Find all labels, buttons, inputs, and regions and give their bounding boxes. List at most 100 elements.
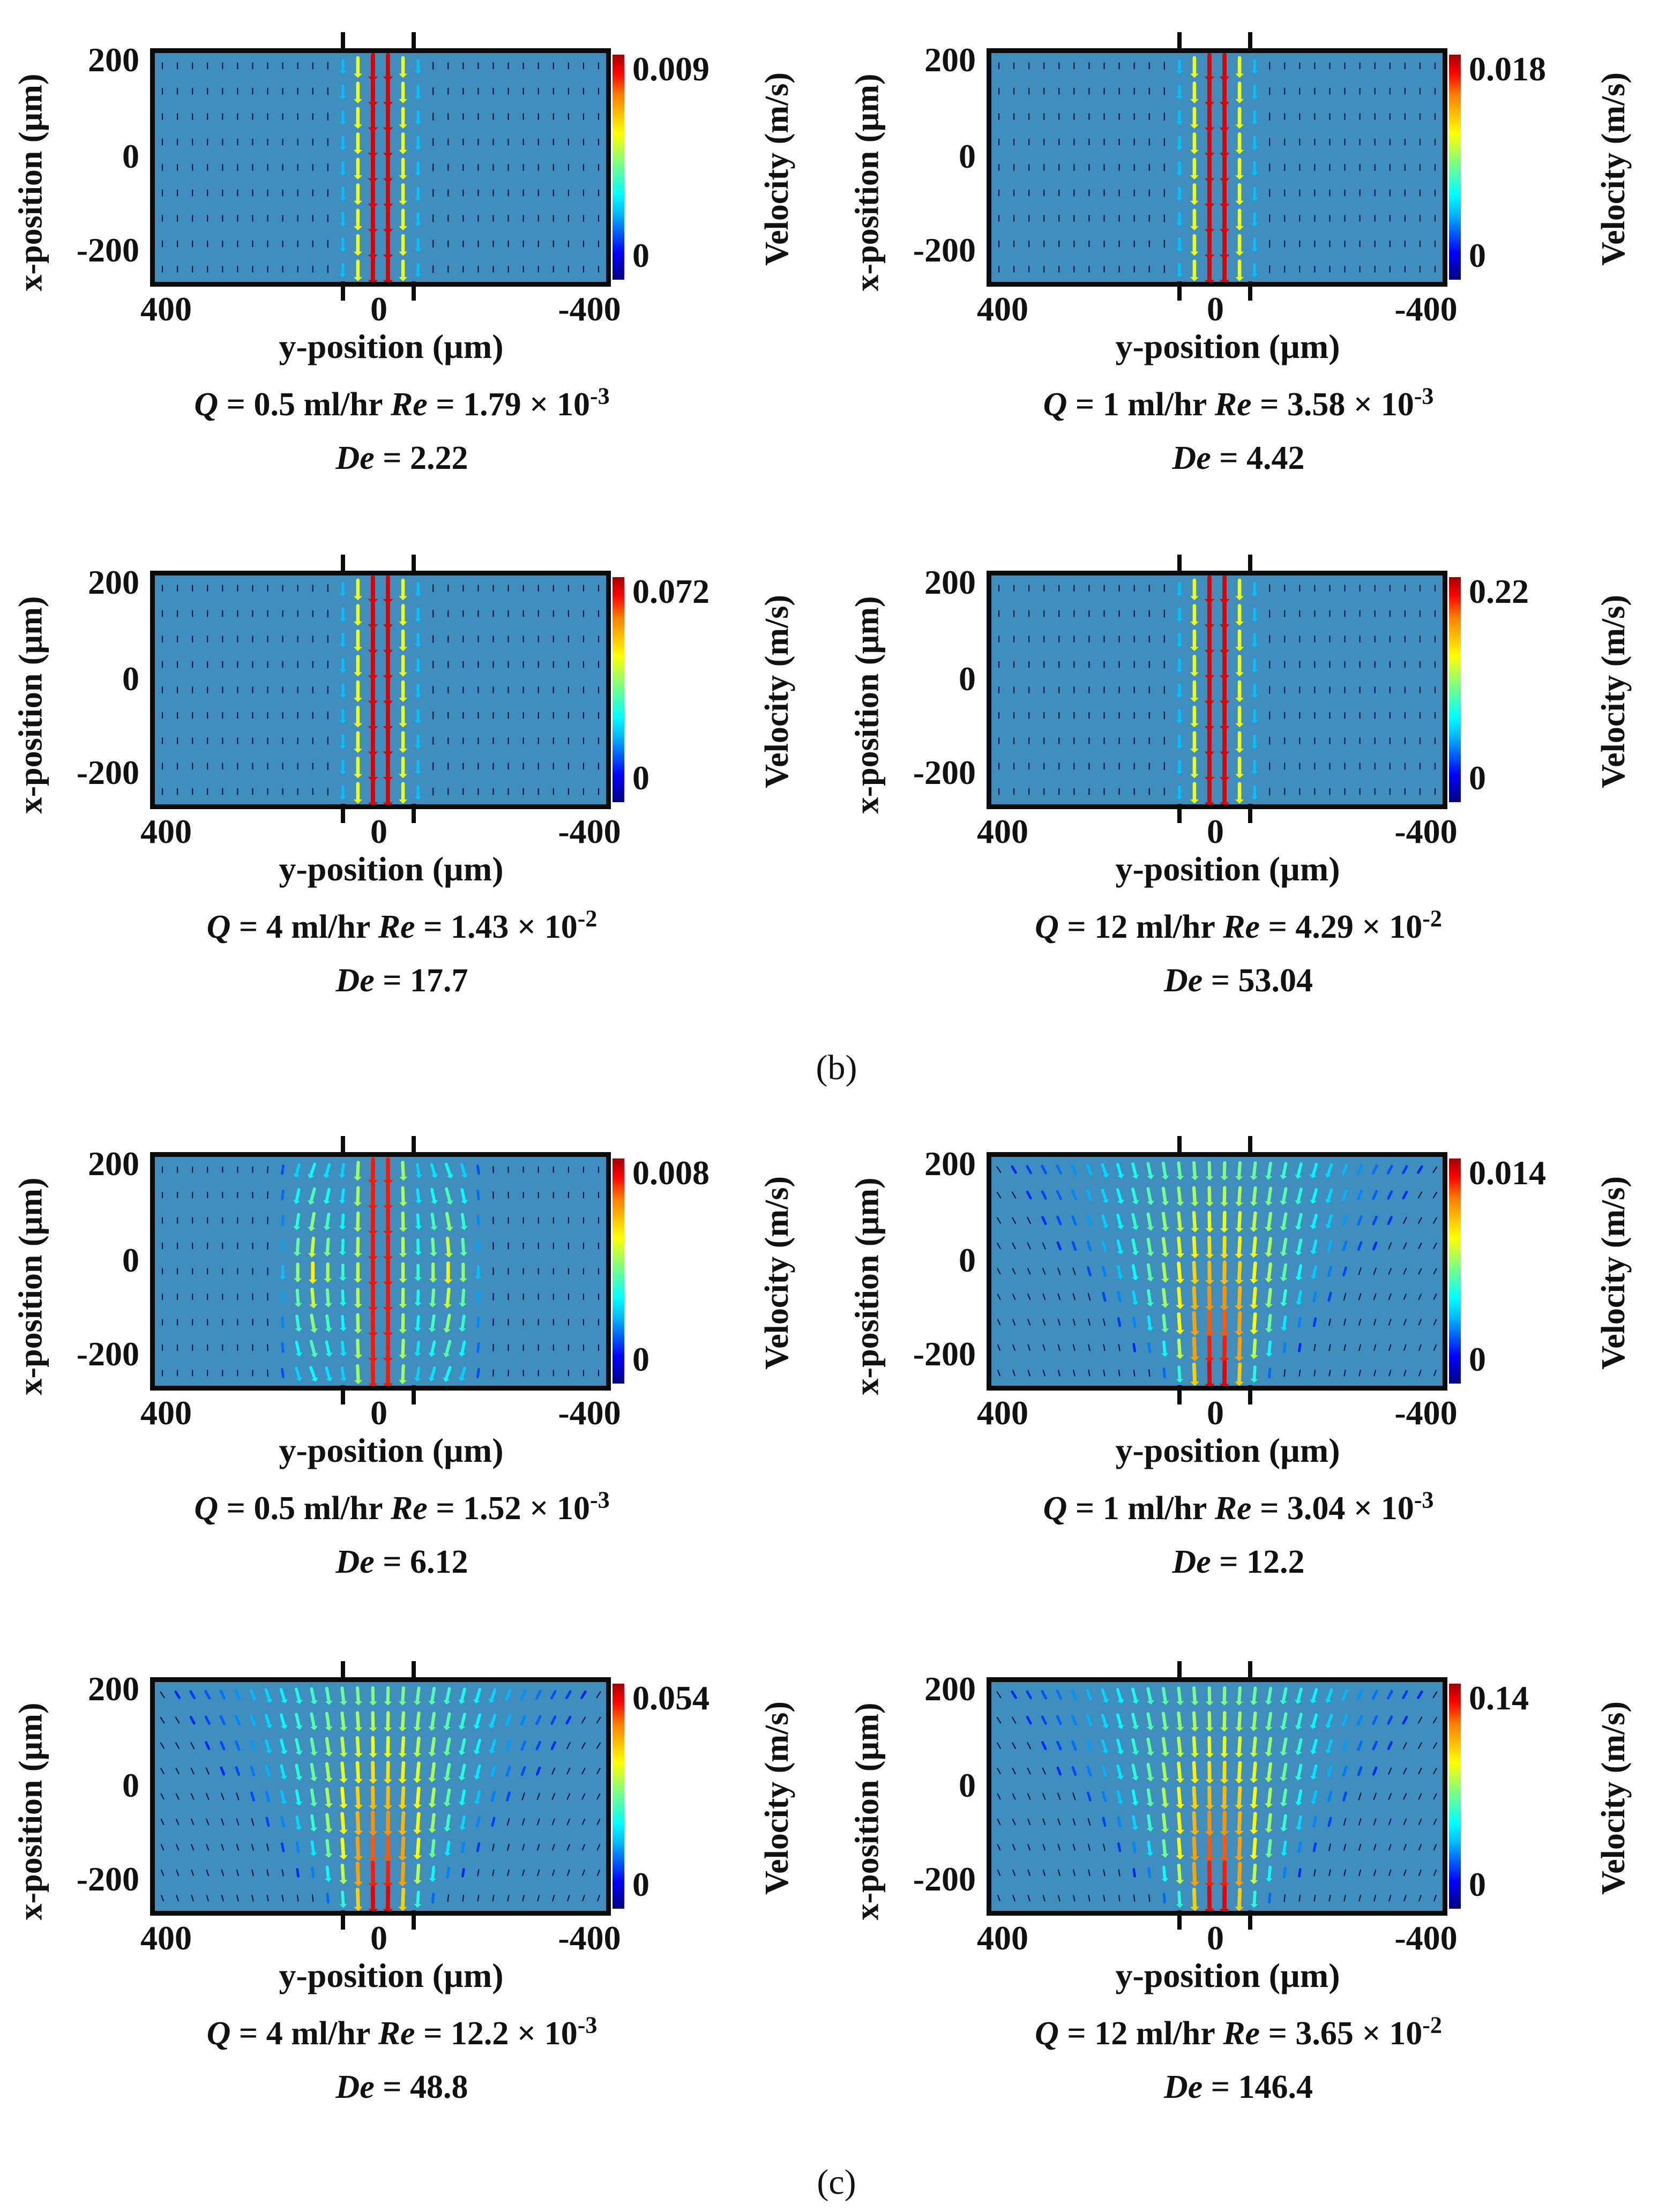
- velocity-vector: [461, 1288, 466, 1305]
- velocity-vector: [1117, 1816, 1122, 1828]
- velocity-vector: [1177, 1837, 1182, 1857]
- velocity-vector: [1296, 1187, 1303, 1202]
- velocity-arrowhead: [399, 596, 407, 601]
- velocity-vector: [309, 1187, 316, 1203]
- velocity-arrowhead: [1251, 745, 1258, 749]
- velocity-arrowhead: [310, 1777, 318, 1782]
- x-axis-label: y-position (µm): [279, 1431, 504, 1469]
- velocity-vector: [266, 1869, 269, 1877]
- velocity-vector: [1056, 1690, 1063, 1700]
- velocity-arrowhead: [414, 669, 422, 673]
- velocity-vector: [445, 1187, 452, 1203]
- velocity-vector: [1403, 1895, 1407, 1902]
- colorbar: [613, 1684, 624, 1909]
- y-tick: -200: [76, 753, 139, 791]
- velocity-arrowhead: [414, 1327, 422, 1332]
- velocity-vector: [430, 1366, 436, 1380]
- velocity-vector: [280, 1790, 286, 1803]
- velocity-vector: [1403, 1370, 1407, 1377]
- x-tick: 400: [140, 1919, 192, 1957]
- velocity-arrowhead: [1220, 1280, 1229, 1285]
- velocity-arrowhead: [1251, 172, 1258, 176]
- x-axis-label: y-position (µm): [1115, 1431, 1340, 1469]
- velocity-vector: [1357, 1190, 1363, 1201]
- velocity-vector: [1402, 1165, 1408, 1175]
- colorbar-min: 0: [632, 236, 649, 274]
- velocity-vector: [581, 1742, 586, 1749]
- inlet-wall-left: [341, 1136, 345, 1155]
- velocity-vector: [1222, 1785, 1227, 1807]
- velocity-vector: [1012, 1344, 1015, 1351]
- velocity-vector: [1132, 1316, 1137, 1328]
- velocity-arrowhead: [414, 223, 422, 227]
- velocity-arrowhead: [383, 1805, 393, 1810]
- velocity-vector: [1131, 1738, 1137, 1753]
- velocity-vector: [1403, 1742, 1407, 1750]
- velocity-arrowhead: [1249, 1279, 1258, 1284]
- y-tick: 0: [959, 137, 976, 175]
- velocity-vector: [1282, 1162, 1288, 1177]
- velocity-arrowhead: [339, 593, 347, 597]
- velocity-vector: [1432, 1166, 1438, 1173]
- velocity-vector: [355, 1811, 361, 1833]
- velocity-vector: [476, 1342, 480, 1353]
- velocity-vector: [1207, 1736, 1212, 1755]
- velocity-vector: [1222, 1186, 1227, 1205]
- velocity-arrowhead: [1161, 1803, 1169, 1808]
- velocity-vector: [1207, 1235, 1212, 1257]
- velocity-arrowhead: [339, 1855, 348, 1860]
- velocity-vector: [596, 1869, 600, 1876]
- vector-field-svg: [160, 1686, 601, 1911]
- velocity-vector: [401, 1686, 405, 1703]
- velocity-vector: [1012, 1217, 1016, 1224]
- velocity-vector: [356, 1364, 360, 1382]
- velocity-arrowhead: [1190, 1280, 1199, 1284]
- velocity-arrowhead: [1176, 248, 1183, 252]
- velocity-arrowhead: [1235, 1253, 1244, 1259]
- velocity-arrowhead: [1190, 774, 1199, 779]
- velocity-vector: [1267, 1787, 1273, 1806]
- velocity-arrowhead: [1310, 1174, 1317, 1178]
- q-value: = 12 ml/hr: [1067, 2015, 1215, 2052]
- velocity-arrowhead: [1117, 1775, 1124, 1780]
- velocity-vector: [1222, 1310, 1227, 1334]
- velocity-vector: [536, 1818, 540, 1826]
- velocity-arrowhead: [339, 248, 347, 252]
- velocity-vector: [401, 1211, 405, 1230]
- velocity-arrowhead: [1219, 1384, 1230, 1386]
- velocity-vector: [356, 1339, 360, 1357]
- velocity-vector: [997, 1268, 1001, 1275]
- velocity-vector: [1356, 1689, 1363, 1700]
- colorbar-max: 0.018: [1469, 50, 1546, 88]
- velocity-vector: [1418, 1844, 1422, 1851]
- velocity-vector: [1403, 1793, 1407, 1800]
- re-exponent: -2: [577, 905, 598, 932]
- velocity-vector: [1358, 1370, 1361, 1377]
- velocity-vector: [1358, 1869, 1361, 1877]
- velocity-arrowhead: [325, 1752, 333, 1757]
- velocity-arrowhead: [1235, 200, 1244, 205]
- colorbar-label: Velocity (m/s): [758, 1701, 795, 1895]
- velocity-vector: [1103, 1344, 1106, 1351]
- velocity-arrowhead: [354, 150, 362, 154]
- velocity-vector: [1358, 1267, 1362, 1275]
- velocity-vector: [1403, 1818, 1407, 1825]
- velocity-arrowhead: [1204, 1909, 1215, 1911]
- velocity-vector: [1161, 1737, 1167, 1754]
- velocity-arrowhead: [443, 1328, 451, 1333]
- velocity-arrowhead: [1235, 1228, 1243, 1232]
- velocity-arrowhead: [1102, 1199, 1109, 1204]
- velocity-vector: [204, 1715, 211, 1725]
- velocity-vector: [1192, 1761, 1197, 1781]
- velocity-vector: [1433, 1319, 1437, 1326]
- velocity-arrowhead: [295, 1776, 303, 1781]
- velocity-vector: [1116, 1188, 1123, 1202]
- velocity-vector: [460, 1366, 466, 1380]
- velocity-vector: [1297, 1238, 1303, 1253]
- velocity-vector: [1146, 1737, 1152, 1754]
- velocity-vector: [1403, 1293, 1407, 1300]
- velocity-vector: [1131, 1187, 1138, 1202]
- velocity-vector: [371, 1760, 375, 1782]
- velocity-arrowhead: [280, 1800, 287, 1805]
- velocity-arrowhead: [399, 1253, 407, 1258]
